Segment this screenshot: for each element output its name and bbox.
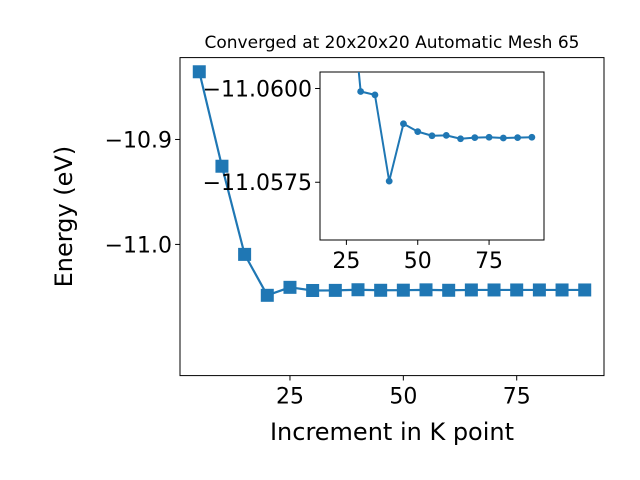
main-y-tick-label: −10.9 — [105, 128, 172, 153]
inset-data-point — [357, 88, 365, 95]
chart-title: Converged at 20x20x20 Automatic Mesh 65 — [205, 33, 580, 53]
inset-y-tick-label: −11.0600 — [203, 77, 312, 102]
inset-data-point — [514, 134, 522, 142]
inset-data-point — [371, 91, 379, 99]
main-data-point — [464, 283, 478, 297]
main-data-point — [396, 283, 410, 297]
main-data-point — [442, 283, 456, 297]
inset-data-point — [385, 177, 393, 185]
inset-x-ticks: 25 50 75 — [332, 240, 503, 274]
main-data-point — [532, 283, 546, 297]
main-data-point — [328, 283, 342, 297]
main-y-tick-label: −11.0 — [105, 233, 172, 258]
inset-plot-frame — [319, 71, 545, 241]
main-series — [192, 65, 592, 302]
main-data-point — [351, 283, 365, 297]
main-data-point — [306, 283, 320, 297]
main-data-point — [578, 283, 592, 297]
main-data-point — [192, 65, 206, 79]
main-data-point — [215, 159, 229, 173]
inset-series — [357, 72, 536, 185]
inset-data-point — [414, 128, 422, 136]
main-data-point — [555, 283, 569, 297]
main-y-ticks: −11.0 −10.9 — [105, 128, 180, 258]
main-data-point — [260, 288, 274, 302]
main-x-tick-label: 25 — [276, 385, 304, 410]
inset-x-tick-label: 75 — [475, 249, 503, 274]
inset-data-point — [528, 133, 536, 141]
inset-data-point — [499, 134, 507, 142]
inset-data-point — [471, 134, 479, 142]
inset-axes: 25 50 75 −11.0600 −11.0575 — [203, 71, 545, 274]
main-data-point — [374, 283, 388, 297]
inset-data-point — [485, 133, 493, 141]
y-axis-label: Energy (eV) — [50, 146, 78, 288]
main-data-point — [510, 283, 524, 297]
main-x-tick-label: 75 — [503, 385, 531, 410]
main-x-ticks: 25 50 75 — [276, 375, 531, 410]
inset-data-point — [442, 131, 450, 139]
inset-x-tick-label: 50 — [404, 249, 432, 274]
main-data-point — [238, 247, 252, 261]
inset-y-tick-label: −11.0575 — [203, 171, 312, 196]
inset-data-point — [400, 120, 407, 128]
main-data-point — [419, 283, 433, 297]
inset-y-ticks: −11.0600 −11.0575 — [203, 77, 320, 196]
main-x-tick-label: 50 — [389, 385, 417, 410]
main-data-point — [283, 280, 297, 294]
inset-x-tick-label: 25 — [332, 249, 360, 274]
main-data-point — [487, 283, 501, 297]
x-axis-label: Increment in K point — [270, 418, 514, 446]
inset-data-point — [428, 132, 436, 140]
inset-data-point — [457, 135, 464, 143]
